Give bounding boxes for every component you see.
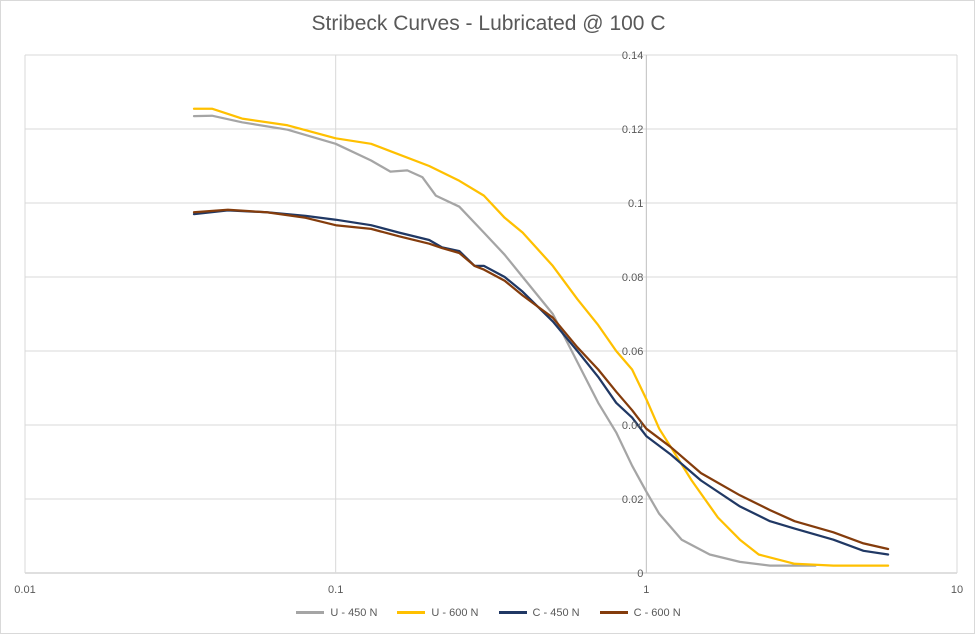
legend-label: C - 450 N <box>532 606 580 619</box>
series-line-c-450-n <box>192 209 890 556</box>
gridlines <box>24 54 958 574</box>
legend: U - 450 N U - 600 N C - 450 N C - 600 N <box>0 605 977 619</box>
series-line-u-600-n <box>192 107 890 567</box>
x-tick-label: 0.1 <box>328 584 343 596</box>
legend-label: U - 450 N <box>330 606 378 619</box>
legend-swatch <box>296 611 325 614</box>
legend-item: U - 600 N <box>397 606 479 619</box>
y-tick-label: 0.12 <box>622 124 643 136</box>
plot-area: 0 0.02 0.04 0.06 0.08 0.1 0.12 0.14 0.01 0.1 1 10 <box>14 50 963 596</box>
x-tick-label: 1 <box>643 584 649 596</box>
legend-swatch <box>498 611 527 614</box>
series-line-c-600-n <box>192 208 890 551</box>
y-tick-label: 0.02 <box>622 494 643 506</box>
legend-label: U - 600 N <box>431 606 479 619</box>
y-tick-label: 0.04 <box>622 420 643 432</box>
series-lines <box>192 107 890 567</box>
tick-labels: 0 0.02 0.04 0.06 0.08 0.1 0.12 0.14 0.01 0.1 1 10 <box>14 50 963 596</box>
y-tick-label: 0 <box>637 568 643 580</box>
x-tick-label: 0.01 <box>14 584 35 596</box>
x-tick-label: 10 <box>951 584 963 596</box>
y-tick-label: 0.06 <box>622 346 643 358</box>
legend-swatch <box>397 611 426 614</box>
y-tick-label: 0.08 <box>622 272 643 284</box>
legend-swatch <box>599 611 628 614</box>
legend-item: C - 450 N <box>498 606 580 619</box>
y-tick-label: 0.1 <box>628 198 643 210</box>
series-line-u-450-n <box>192 114 817 567</box>
chart-title: Stribeck Curves - Lubricated @ 100 C <box>311 12 666 35</box>
legend-item: U - 450 N <box>296 607 377 619</box>
legend-label: C - 600 N <box>633 606 681 619</box>
y-tick-label: 0.14 <box>622 50 643 62</box>
legend-item: C - 600 N <box>599 606 681 619</box>
